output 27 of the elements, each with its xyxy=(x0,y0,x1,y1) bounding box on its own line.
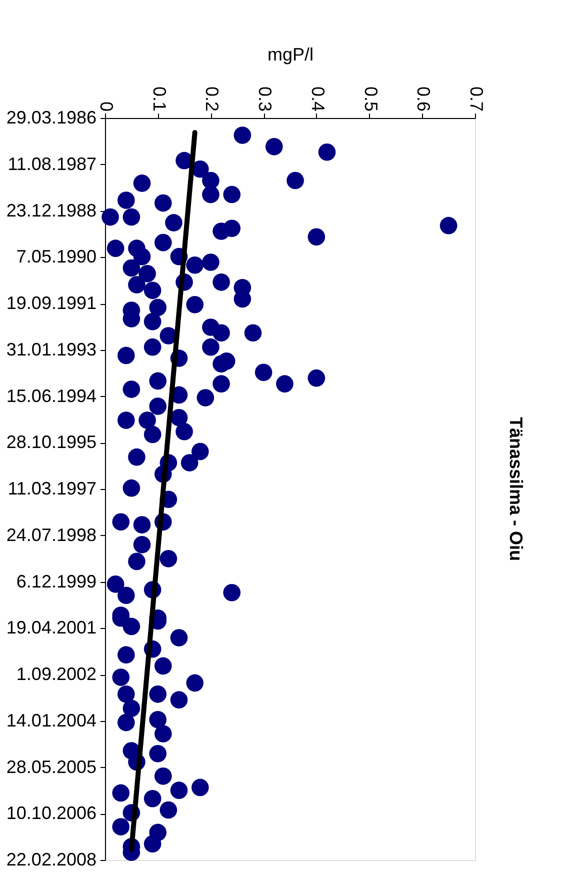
y-tick-label: 23.12.1988 xyxy=(6,200,96,220)
x-tick-label: 0.3 xyxy=(255,86,276,112)
y-tick-label: 11.03.1997 xyxy=(8,478,96,498)
y-tick-label: 7.05.1990 xyxy=(16,246,96,267)
x-tick-label: 0.6 xyxy=(414,86,434,112)
x-tick-label: 0 xyxy=(96,101,116,112)
y-axis-title: mgP/l xyxy=(267,44,314,64)
y-tick-label: 19.04.2001 xyxy=(6,618,96,638)
text: Tänassilma - Oiu xyxy=(506,416,526,562)
x-tick-label: 0.4 xyxy=(308,86,328,112)
y-tick-label: 29.03.1986 xyxy=(6,108,96,128)
y-tick-label: 19.09.1991 xyxy=(6,293,96,313)
y-tick-label: 1.09.2002 xyxy=(16,664,96,684)
y-tick-label: 10.10.2006 xyxy=(6,803,96,824)
y-tick-label: 31.01.1993 xyxy=(6,339,96,360)
x-tick-label: 0.1 xyxy=(149,86,170,112)
y-tick-label: 15.06.1994 xyxy=(6,386,96,406)
y-tick-label: 11.08.1987 xyxy=(8,154,96,174)
y-tick-label: 22.02.2008 xyxy=(6,850,96,870)
x-tick-label: 0.2 xyxy=(202,86,222,112)
y-tick-label: 28.05.2005 xyxy=(6,756,96,777)
y-tick-label: 28.10.1995 xyxy=(6,432,96,452)
y-tick-label: 6.12.1999 xyxy=(16,571,96,592)
y-tick-label: 14.01.2004 xyxy=(6,710,96,730)
x-tick-label: 0.5 xyxy=(360,86,381,112)
x-tick-label: 0.7 xyxy=(466,86,486,112)
y-tick-label: 24.07.1998 xyxy=(6,524,96,545)
